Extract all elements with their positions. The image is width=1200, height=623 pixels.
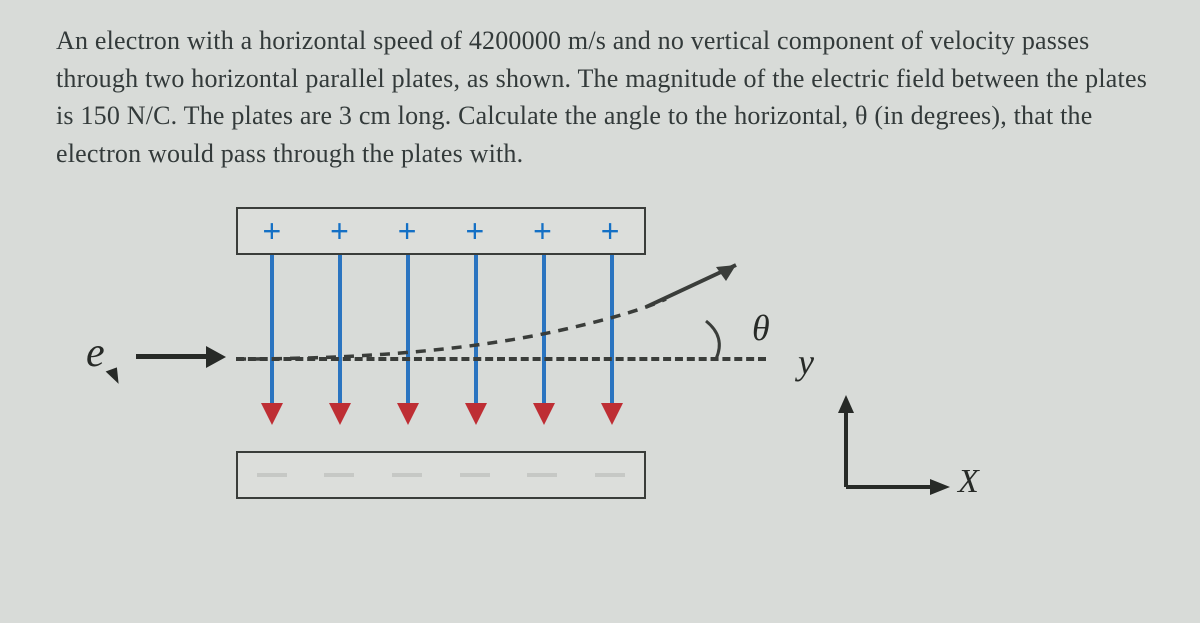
field-arrow-icon — [397, 403, 419, 425]
plus-icon: + — [533, 215, 552, 247]
field-arrow-icon — [329, 403, 351, 425]
theta-label: θ — [752, 307, 770, 349]
electron-label: e — [86, 329, 105, 377]
field-line — [270, 255, 274, 405]
physics-diagram: + + + + + + e — [46, 207, 1160, 547]
field-line — [406, 255, 410, 405]
coordinate-axes-icon — [816, 387, 976, 507]
field-line — [338, 255, 342, 405]
field-arrow-icon — [601, 403, 623, 425]
dashed-reference-line — [236, 357, 766, 361]
problem-text: An electron with a horizontal speed of 4… — [56, 22, 1160, 173]
plus-icon: + — [398, 215, 417, 247]
cursor-icon — [106, 367, 123, 386]
field-arrow-icon — [465, 403, 487, 425]
field-line — [474, 255, 478, 405]
field-line — [542, 255, 546, 405]
minus-icon — [460, 473, 490, 477]
plus-icon: + — [601, 215, 620, 247]
velocity-arrow — [136, 354, 208, 359]
y-axis-label: y — [798, 341, 814, 383]
minus-icon — [257, 473, 287, 477]
plus-icon: + — [330, 215, 349, 247]
bottom-plate — [236, 451, 646, 499]
velocity-arrow-head-icon — [206, 346, 226, 368]
minus-icon — [392, 473, 422, 477]
field-arrow-icon — [533, 403, 555, 425]
field-line — [610, 255, 614, 405]
minus-icon — [324, 473, 354, 477]
minus-icon — [595, 473, 625, 477]
top-plate: + + + + + + — [236, 207, 646, 255]
field-arrow-icon — [261, 403, 283, 425]
minus-icon — [527, 473, 557, 477]
plus-icon: + — [262, 215, 281, 247]
x-axis-label: X — [958, 463, 979, 501]
plus-icon: + — [465, 215, 484, 247]
